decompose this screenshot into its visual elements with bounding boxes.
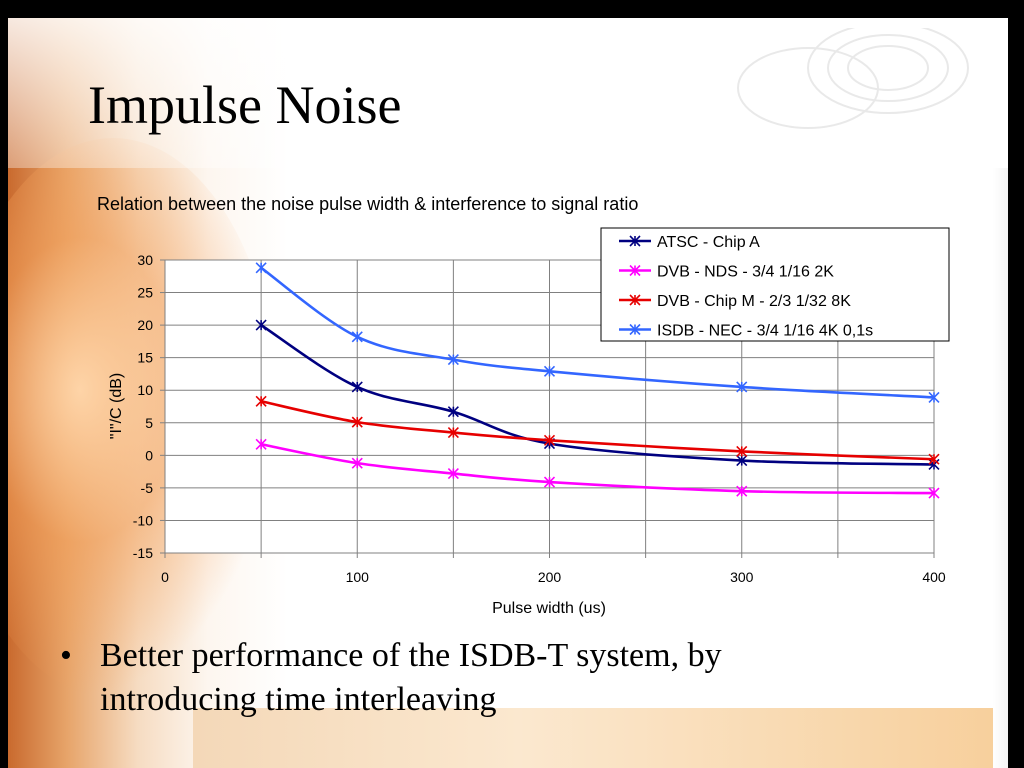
legend-marker (629, 294, 641, 306)
x-tick-label: 0 (161, 569, 169, 585)
legend-label: DVB - NDS - 3/4 1/16 2K (657, 264, 834, 281)
series-2-point (543, 476, 556, 488)
series-1-point (255, 319, 267, 331)
y-tick-label: 20 (137, 317, 153, 333)
series-3-point (736, 445, 748, 457)
x-axis-label: Pulse width (us) (492, 600, 606, 617)
series-1-point (447, 406, 459, 418)
legend-label: ATSC - Chip A (657, 234, 760, 251)
series-2-point (351, 457, 363, 469)
legend-label: DVB - Chip M - 2/3 1/32 8K (657, 293, 851, 310)
series-3-point (351, 416, 363, 428)
y-tick-label: -10 (133, 512, 153, 528)
chart-title: Relation between the noise pulse width &… (97, 194, 639, 214)
series-3-point (543, 434, 556, 446)
decorative-circles (737, 28, 969, 129)
x-tick-label: 400 (922, 569, 946, 585)
legend-item: ATSC - Chip A (619, 234, 760, 251)
y-tick-label: -15 (133, 545, 153, 561)
legend-marker (629, 264, 641, 277)
bullet-text: Better performance of the ISDB-T system,… (100, 637, 722, 718)
series-4-point (736, 381, 748, 393)
y-tick-label: 0 (145, 447, 153, 463)
series-2-point (255, 438, 267, 450)
bottom-decorative-band (193, 708, 1008, 768)
right-edge-shading (993, 168, 1008, 768)
y-tick-label: 30 (137, 252, 153, 268)
legend-item: DVB - Chip M - 2/3 1/32 8K (619, 293, 851, 310)
series-4-line (260, 266, 935, 399)
y-tick-label: 5 (145, 415, 153, 431)
series-3-point (255, 395, 267, 407)
legend-marker (629, 235, 641, 247)
y-tick-label: 25 (137, 285, 153, 301)
y-tick-label: 10 (137, 382, 153, 398)
series-4-point (543, 365, 556, 377)
bullet-marker: • (60, 637, 72, 674)
x-tick-label: 100 (346, 569, 370, 585)
chart-legend: ATSC - Chip A DVB - NDS - 3/4 1/16 2K DVB … (600, 227, 950, 342)
title-band (8, 18, 1008, 168)
legend-label: ISDB - NEC - 3/4 1/16 4K 0,1s (657, 323, 873, 340)
series-1-point (736, 454, 748, 467)
series-2-point (736, 485, 748, 497)
series-2-point (928, 487, 940, 499)
series-3-point (447, 426, 459, 439)
y-axis-label: "I"/C (dB) (108, 373, 125, 439)
series-4-point (351, 331, 363, 343)
y-tick-label: -5 (141, 480, 154, 496)
page-title: Impulse Noise (88, 75, 402, 135)
x-tick-label: 200 (538, 569, 562, 585)
series-1-point (351, 381, 363, 393)
series-4-point (447, 354, 459, 366)
legend-item: ISDB - NEC - 3/4 1/16 4K 0,1s (619, 323, 873, 340)
series-4-point (255, 262, 267, 274)
y-tick-label: 15 (137, 350, 153, 366)
x-tick-label: 300 (730, 569, 754, 585)
series-2-point (447, 467, 459, 480)
legend-marker (629, 323, 641, 336)
series-3-point (928, 453, 940, 465)
legend-item: DVB - NDS - 3/4 1/16 2K (619, 264, 834, 281)
series-4-point (928, 391, 940, 403)
